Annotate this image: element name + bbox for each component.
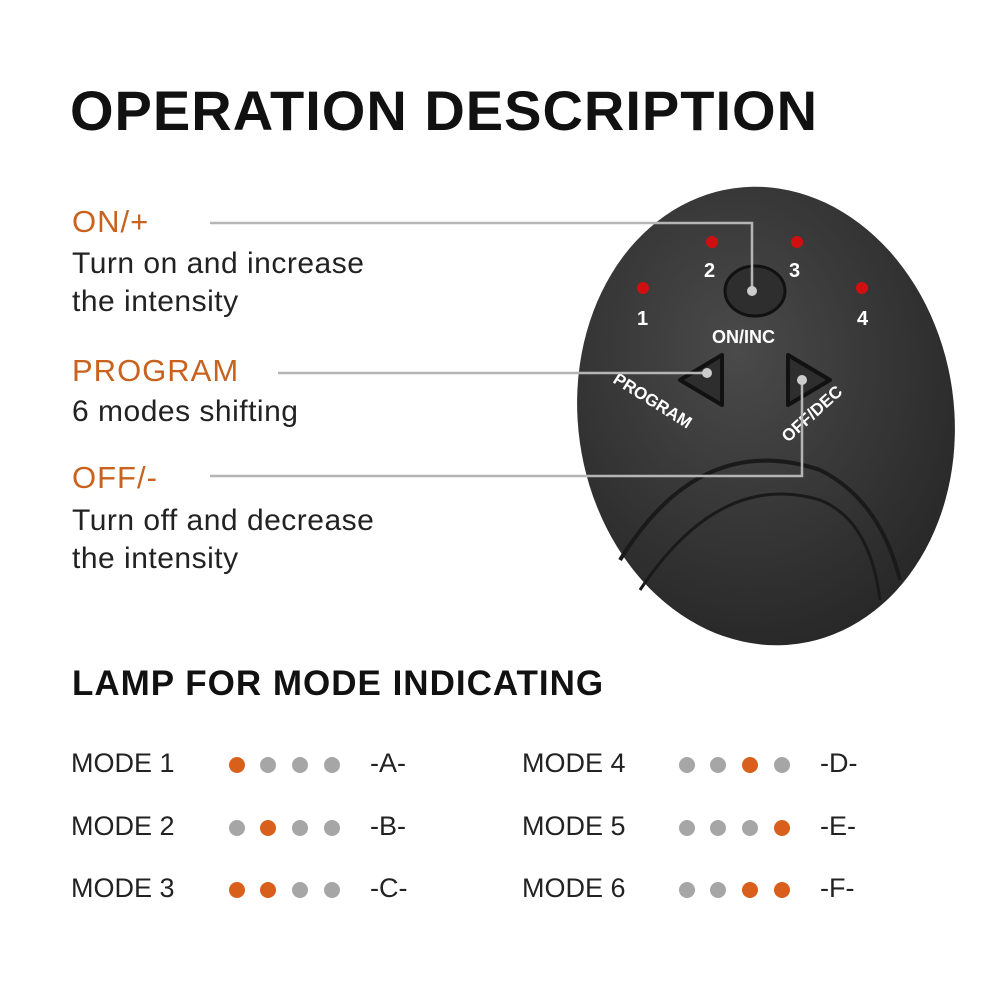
led-3 [791, 236, 803, 248]
led-label-4: 4 [857, 308, 869, 330]
lamp-on-dot [742, 757, 758, 773]
led-indicators [637, 236, 868, 294]
lamp-off-dot [292, 820, 308, 836]
on-label: ON/+ [72, 204, 150, 239]
mode-name: MODE 3 [71, 873, 175, 903]
mode-name: MODE 5 [522, 811, 626, 841]
lamp-on-dot [229, 882, 245, 898]
on-inc-label: ON/INC [712, 327, 775, 347]
off-desc-1: Turn off and decrease [72, 504, 375, 537]
lamp-off-dot [679, 757, 695, 773]
led-label-1: 1 [637, 308, 648, 330]
lamp-off-dot [324, 757, 340, 773]
off-label: OFF/- [72, 460, 158, 495]
program-desc: 6 modes shifting [72, 395, 299, 428]
device-bottom-arc [618, 458, 902, 581]
on-desc-2: the intensity [72, 285, 239, 318]
led-1 [637, 282, 649, 294]
lamp-off-dot [774, 757, 790, 773]
led-label-2: 2 [704, 260, 715, 282]
lamp-off-dot [679, 820, 695, 836]
lamp-on-dot [260, 820, 276, 836]
mode-name: MODE 4 [522, 748, 626, 778]
off-dec-button[interactable] [786, 353, 832, 407]
mode-code: -E- [820, 811, 856, 841]
off-desc-2: the intensity [72, 542, 239, 575]
led-label-3: 3 [789, 260, 800, 282]
lamp-on-dot [229, 757, 245, 773]
led-4 [856, 282, 868, 294]
mode-code: -B- [370, 811, 406, 841]
callout-lines [210, 221, 804, 478]
lamp-off-dot [292, 882, 308, 898]
lamp-off-dot [679, 882, 695, 898]
lamp-off-dot [742, 820, 758, 836]
lamp-on-dot [742, 882, 758, 898]
on-callout-line [210, 221, 754, 291]
lamp-off-dot [260, 757, 276, 773]
mode-name: MODE 6 [522, 873, 626, 903]
off-callout-line [210, 380, 804, 478]
lamp-on-dot [774, 820, 790, 836]
program-label: PROGRAM [72, 353, 240, 388]
mode-name: MODE 2 [71, 811, 175, 841]
lamp-off-dot [710, 820, 726, 836]
device-body [577, 186, 955, 646]
page-title: OPERATION DESCRIPTION [70, 79, 819, 142]
lamp-off-dot [229, 820, 245, 836]
mode-code: -C- [370, 873, 408, 903]
lamp-on-dot [774, 882, 790, 898]
lamp-section-title: LAMP FOR MODE INDICATING [72, 664, 605, 703]
mode-name: MODE 1 [71, 748, 175, 778]
lamp-off-dot [710, 757, 726, 773]
mode-code: -D- [820, 748, 858, 778]
lamp-on-dot [260, 882, 276, 898]
on-desc-1: Turn on and increase [72, 247, 365, 280]
led-2 [706, 236, 718, 248]
program-button[interactable] [678, 353, 724, 407]
lamp-off-dot [324, 820, 340, 836]
mode-code: -A- [370, 748, 406, 778]
lamp-off-dot [710, 882, 726, 898]
lamp-off-dot [324, 882, 340, 898]
lamp-off-dot [292, 757, 308, 773]
mode-code: -F- [820, 873, 855, 903]
